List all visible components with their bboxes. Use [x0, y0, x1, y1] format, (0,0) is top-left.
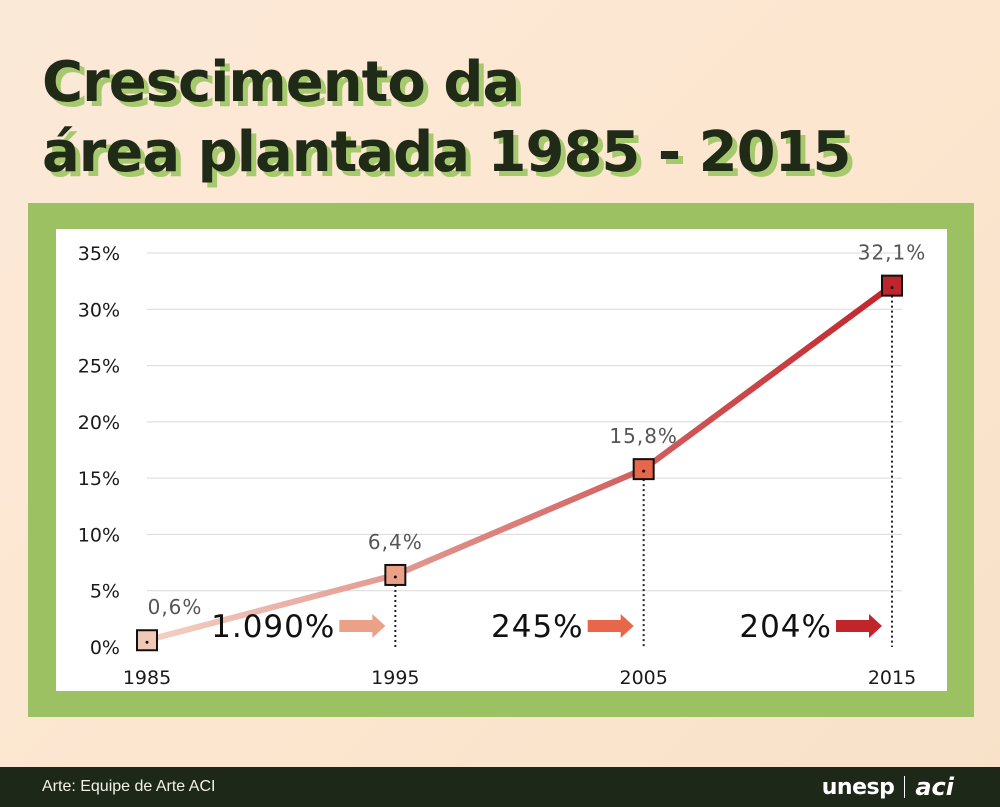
growth-label: 1.090% [211, 609, 335, 645]
series-line [144, 282, 895, 644]
chart-panel: 0% 5% 10% 15% 20% 25% 30% 35% 1985 1995 2005 2015 … [56, 229, 947, 691]
title-line-2: área plantada 1985 - 2015 [42, 120, 851, 185]
x-tick-label: 1995 [371, 667, 419, 689]
y-tick-label: 35% [78, 243, 120, 265]
data-label: 15,8% [609, 424, 678, 448]
y-tick-label: 20% [78, 412, 120, 434]
data-point-dot [890, 286, 894, 290]
aci-logo: aci [915, 773, 954, 801]
growth-arrow [339, 614, 386, 638]
y-tick-label: 15% [78, 468, 120, 490]
data-point [632, 458, 655, 481]
growth-label: 245% [491, 609, 584, 645]
data-point [881, 274, 903, 297]
unesp-logo: unesp [821, 774, 895, 800]
logo-separator [904, 776, 906, 798]
credit-text: Arte: Equipe de Arte ACI [42, 778, 216, 795]
growth-arrow [587, 614, 634, 638]
data-label: 6,4% [368, 530, 423, 554]
y-tick-label: 5% [90, 581, 120, 603]
x-tick-label: 2015 [868, 667, 916, 689]
footer-bar: Arte: Equipe de Arte ACI unesp aci [0, 767, 1000, 807]
growth-arrow [836, 614, 882, 638]
y-tick-label: 0% [90, 637, 120, 659]
logos: unesp aci [822, 773, 954, 801]
data-point-dot [393, 575, 397, 579]
y-tick-label: 30% [78, 299, 120, 321]
data-label: 32,1% [858, 241, 927, 265]
line-chart: 0%5%10%15%20%25%30%35% 1985 1995 2005 2015 … [78, 241, 927, 689]
data-point [136, 629, 158, 652]
data-point-dot [642, 469, 646, 473]
page-title: Crescimento da área plantada 1985 - 2015 [42, 48, 851, 188]
title-line-1: Crescimento da [42, 50, 520, 115]
x-tick-label: 1985 [123, 667, 171, 689]
y-tick-label: 25% [78, 356, 120, 378]
data-label: 0,6% [148, 595, 203, 619]
growth-label: 204% [739, 609, 832, 645]
x-tick-label: 2005 [619, 667, 667, 689]
y-tick-label: 10% [78, 524, 120, 546]
data-point-dot [145, 640, 149, 644]
data-point [384, 563, 407, 586]
